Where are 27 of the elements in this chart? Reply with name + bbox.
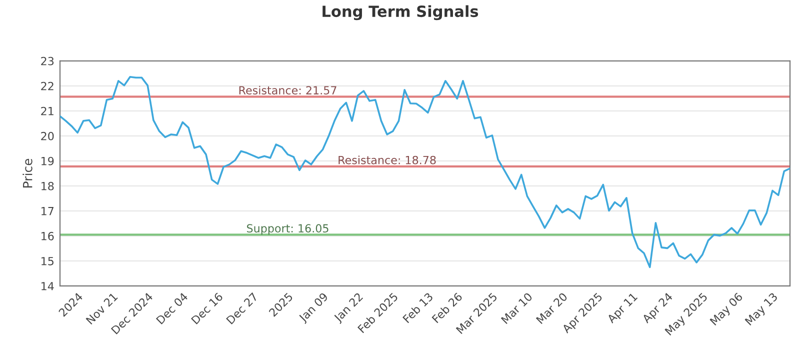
x-tick-label: Apr 11 [606,292,640,326]
y-tick-label: 23 [41,56,54,66]
x-tick-label: Dec 16 [190,292,224,325]
x-tick-label: Jan 09 [298,292,330,324]
y-tick-label: 17 [42,207,54,216]
y-axis-title: Price [22,158,32,188]
x-tick-label: Dec 27 [226,292,258,325]
x-tick-label: Jan 22 [332,292,365,324]
ref-line-label: Resistance: 18.78 [338,156,436,164]
x-tick-label: Mar 20 [536,292,568,324]
x-tick-label: Nov 21 [86,292,118,325]
line-series [60,76,790,268]
x-tick-label: Mar 10 [500,292,533,324]
x-tick-label: Feb 26 [431,292,463,324]
y-tick-label: 20 [41,132,54,140]
x-tick-label: Dec 04 [156,292,188,325]
y-tick-label: 22 [41,82,54,90]
x-tick-label: Feb 13 [402,292,434,324]
y-tick-label: 14 [42,282,54,290]
ref-line-label: Resistance: 21.57 [239,86,336,95]
y-tick-label: 15 [42,257,54,266]
ref-line-label: Support: 16.05 [246,224,328,235]
y-tick-label: 21 [41,106,54,116]
chart-title: Long Term Signals [322,5,478,20]
y-tick-label: 16 [42,232,54,240]
y-tick-label: 18 [42,182,54,190]
y-tick-label: 19 [42,156,54,166]
